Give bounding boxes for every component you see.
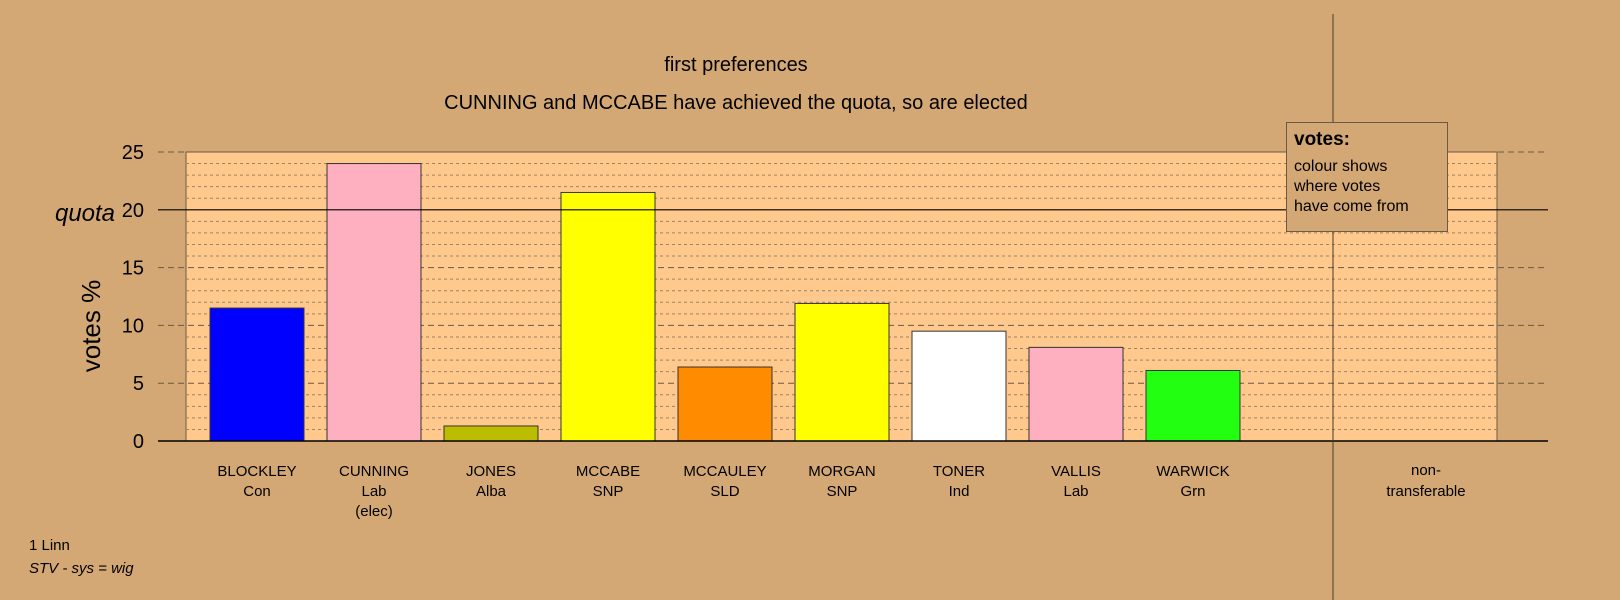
category-name: TONER xyxy=(933,463,985,480)
category-name: WARWICK xyxy=(1156,463,1229,480)
bar-mccauley xyxy=(677,366,773,442)
category-name: CUNNING xyxy=(339,463,409,480)
category-party: SNP xyxy=(827,483,858,500)
category-labels: BLOCKLEY Con CUNNING Lab (elec) JONES Alba MCCA… xyxy=(217,463,1229,520)
chart-title: first preferences xyxy=(664,54,807,76)
y-tick-label: 5 xyxy=(133,373,144,395)
legend-line: have come from xyxy=(1294,198,1409,215)
quota-label: quota xyxy=(55,200,115,227)
y-tick-label: 20 xyxy=(122,200,144,222)
y-axis-label: votes % xyxy=(76,280,106,373)
bar-blockley xyxy=(209,307,305,442)
bar-morgan xyxy=(794,302,890,442)
category-party: SNP xyxy=(593,483,624,500)
category-party: Con xyxy=(243,483,271,500)
bar-mccabe xyxy=(560,191,656,442)
category-name: MCCAULEY xyxy=(683,463,766,480)
chart-subtitle: CUNNING and MCCABE have achieved the quo… xyxy=(444,92,1028,114)
category-party: Alba xyxy=(476,483,507,500)
category-name: VALLIS xyxy=(1051,463,1101,480)
category-party: SLD xyxy=(710,483,739,500)
category-name: MORGAN xyxy=(808,463,876,480)
bar-jones xyxy=(443,425,539,442)
y-tick-label: 25 xyxy=(122,142,144,164)
category-party: Grn xyxy=(1180,483,1205,500)
legend-title: votes: xyxy=(1294,129,1350,150)
legend-line: colour shows xyxy=(1294,158,1388,175)
category-party: Lab xyxy=(1063,483,1088,500)
legend-line: where votes xyxy=(1294,178,1381,195)
category-name: MCCABE xyxy=(576,463,640,480)
footer-ward: 1 Linn xyxy=(29,537,70,554)
bar-cunning xyxy=(326,163,422,442)
bar-vallis xyxy=(1028,346,1124,442)
category-party: Lab xyxy=(361,483,386,500)
category-name: BLOCKLEY xyxy=(217,463,296,480)
y-axis-ticks: 0 5 10 15 20 25 xyxy=(122,142,144,453)
category-name: JONES xyxy=(466,463,516,480)
nontransferable-label: non- xyxy=(1411,462,1441,479)
y-tick-label: 10 xyxy=(122,315,144,337)
bar-warwick xyxy=(1145,369,1241,442)
y-tick-label: 15 xyxy=(122,258,144,280)
y-tick-label: 0 xyxy=(133,431,144,453)
bar-toner xyxy=(911,330,1007,442)
nontransferable-label: transferable xyxy=(1386,483,1465,500)
category-party: Ind xyxy=(949,483,970,500)
footer-system: STV - sys = wig xyxy=(29,560,134,577)
category-note: (elec) xyxy=(355,503,393,520)
legend: votes: colour shows where votes have com… xyxy=(1286,122,1448,232)
